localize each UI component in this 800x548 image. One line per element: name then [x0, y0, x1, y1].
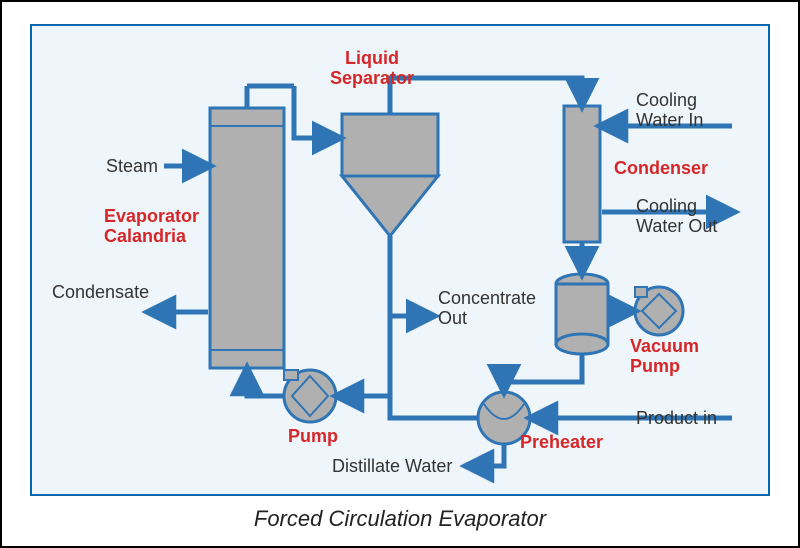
label-pump: Pump: [288, 426, 338, 446]
label-vacuum-pump: VacuumPump: [630, 336, 699, 376]
label-cooling-out: CoolingWater Out: [636, 196, 717, 236]
diagram-panel: LiquidSeparator EvaporatorCalandria Cond…: [30, 24, 770, 496]
label-condensate: Condensate: [52, 282, 149, 302]
figure-title: Forced Circulation Evaporator: [2, 506, 798, 532]
label-product-in: Product in: [636, 408, 717, 428]
label-cooling-in: CoolingWater In: [636, 90, 703, 130]
liquid-separator: [342, 114, 438, 236]
circulation-pump: [284, 370, 336, 422]
vacuum-receiver: [556, 274, 608, 354]
label-concentrate: ConcentrateOut: [438, 288, 536, 328]
vapour-to-condenser: [390, 78, 582, 114]
evaporator-calandria: [210, 108, 284, 368]
process-flow-diagram: LiquidSeparator EvaporatorCalandria Cond…: [32, 26, 772, 490]
condenser: [564, 106, 600, 242]
label-steam: Steam: [106, 156, 158, 176]
stream-distillate: [468, 444, 504, 466]
label-preheater: Preheater: [520, 432, 603, 452]
figure-outer-frame: LiquidSeparator EvaporatorCalandria Cond…: [0, 0, 800, 548]
distillate-to-preheater: [504, 354, 582, 390]
vacuum-pump: [635, 287, 683, 335]
label-condenser: Condenser: [614, 158, 708, 178]
label-evaporator: EvaporatorCalandria: [104, 206, 199, 246]
label-liquid-separator: LiquidSeparator: [330, 48, 414, 88]
pump-to-evap: [247, 370, 284, 396]
preheater-to-loop: [390, 396, 478, 418]
label-distillate: Distillate Water: [332, 456, 452, 476]
